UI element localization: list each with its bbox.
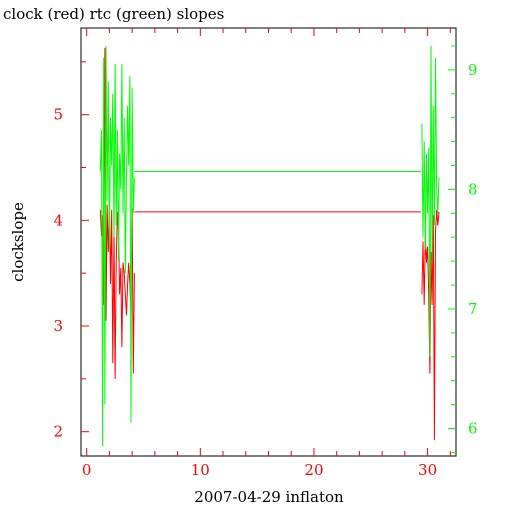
left-tick-label: 3 — [53, 317, 63, 335]
x-tick-label: 10 — [191, 461, 210, 479]
series-line-clock-burst-1 — [99, 48, 135, 379]
series-line-rtc-burst-1 — [99, 45, 135, 447]
series-rtc — [99, 45, 440, 447]
chart-title: clock (red) rtc (green) slopes — [3, 5, 224, 23]
series-line-rtc-burst-2 — [421, 45, 440, 357]
right-tick-label: 8 — [468, 180, 478, 198]
left-tick-label: 2 — [53, 423, 63, 441]
bottom-axis-ticks: 0 10 20 30 — [82, 28, 451, 479]
x-tick-label: 30 — [418, 461, 437, 479]
right-tick-label: 7 — [468, 300, 478, 318]
left-tick-label: 5 — [53, 106, 63, 124]
x-tick-label: 0 — [82, 461, 92, 479]
right-tick-label: 9 — [468, 61, 478, 79]
right-tick-label: 6 — [468, 420, 478, 438]
series-layer — [99, 45, 440, 447]
right-axis-ticks: 6 7 8 9 — [448, 45, 478, 453]
y-axis-label: clockslope — [9, 202, 27, 282]
series-clock — [99, 48, 440, 441]
left-tick-label: 4 — [53, 211, 63, 229]
x-axis-label: 2007-04-29 inflaton — [194, 488, 344, 506]
left-axis-ticks: 2 3 4 5 — [53, 61, 89, 441]
plot-frame — [80, 27, 457, 457]
x-tick-label: 20 — [304, 461, 323, 479]
